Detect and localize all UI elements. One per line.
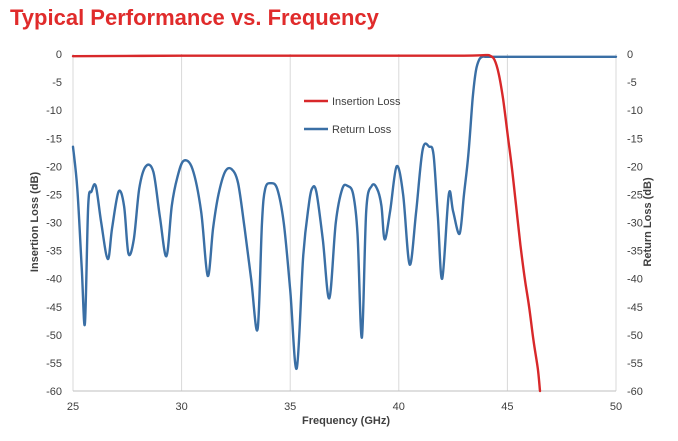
legend-label: Return Loss: [332, 124, 392, 136]
left-y-tick-label: -30: [46, 218, 62, 230]
left-y-axis: 0 -5 -10 -15 -20 -25 -30 -35 -40 -45 -50 -55 -60: [46, 49, 62, 398]
right-y-tick-label: -40: [627, 274, 643, 286]
x-tick-label: 40: [393, 401, 405, 413]
right-y-tick-label: -60: [627, 386, 643, 398]
x-axis-title: Frequency (GHz): [302, 415, 390, 427]
right-y-tick-label: -10: [627, 105, 643, 117]
left-axis-title: Insertion Loss (dB): [29, 172, 41, 273]
x-tick-label: 25: [67, 401, 79, 413]
left-y-tick-label: -45: [46, 302, 62, 314]
x-tick-label: 35: [284, 401, 296, 413]
left-y-tick-label: -40: [46, 274, 62, 286]
left-y-tick-label: -20: [46, 161, 62, 173]
left-y-tick-label: 0: [56, 49, 62, 61]
chart-title: Typical Performance vs. Frequency: [10, 5, 379, 30]
x-tick-label: 30: [175, 401, 187, 413]
right-y-tick-label: -45: [627, 302, 643, 314]
left-y-tick-label: -5: [52, 77, 62, 89]
right-y-tick-label: -35: [627, 246, 643, 258]
right-y-axis: 0 -5 -10 -15 -20 -25 -30 -35 -40 -45 -50 -55 -60: [627, 49, 643, 398]
left-y-tick-label: -25: [46, 189, 62, 201]
legend-label: Insertion Loss: [332, 96, 401, 108]
right-y-tick-label: -50: [627, 330, 643, 342]
x-axis: 25 30 35 40 45 50: [67, 401, 622, 413]
series-layer: [71, 53, 618, 393]
series-line-return-loss: [71, 55, 618, 370]
right-y-tick-label: 0: [627, 49, 633, 61]
x-tick-label: 45: [501, 401, 513, 413]
right-y-tick-label: -5: [627, 77, 637, 89]
left-y-tick-label: -10: [46, 105, 62, 117]
right-y-tick-label: -25: [627, 189, 643, 201]
left-y-tick-label: -55: [46, 358, 62, 370]
right-axis-title: Return Loss (dB): [642, 177, 654, 267]
right-y-tick-label: -15: [627, 133, 643, 145]
right-y-tick-label: -20: [627, 161, 643, 173]
left-y-tick-label: -35: [46, 246, 62, 258]
right-y-tick-label: -55: [627, 358, 643, 370]
left-y-tick-label: -50: [46, 330, 62, 342]
x-tick-label: 50: [610, 401, 622, 413]
left-y-tick-label: -15: [46, 133, 62, 145]
legend: Insertion Loss Return Loss: [304, 96, 401, 136]
left-y-tick-label: -60: [46, 386, 62, 398]
right-y-tick-label: -30: [627, 218, 643, 230]
series-line-insertion-loss: [71, 53, 542, 393]
grid: [72, 54, 617, 392]
